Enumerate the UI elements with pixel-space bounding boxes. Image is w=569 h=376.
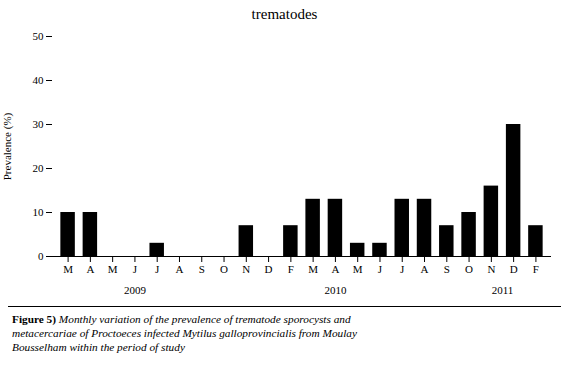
svg-text:A: A (176, 263, 184, 275)
svg-text:O: O (465, 263, 473, 275)
svg-text:M: M (63, 263, 73, 275)
svg-text:A: A (331, 263, 339, 275)
svg-text:D: D (265, 263, 273, 275)
svg-text:20: 20 (33, 162, 45, 174)
svg-text:50: 50 (33, 30, 45, 42)
svg-text:N: N (242, 263, 250, 275)
svg-text:J: J (155, 263, 160, 275)
svg-text:M: M (353, 263, 363, 275)
svg-text:F: F (288, 263, 294, 275)
svg-text:M: M (108, 263, 118, 275)
svg-text:0: 0 (38, 250, 44, 262)
html-text:Figure 5) Monthly variation of: Figure 5) Monthly variation of the preva… (12, 313, 357, 353)
svg-text:F: F (533, 263, 539, 275)
svg-text:O: O (220, 263, 228, 275)
svg-text:J: J (378, 263, 383, 275)
svg-text:S: S (444, 263, 450, 275)
svg-text:2011: 2011 (492, 284, 514, 296)
svg-text:2010: 2010 (324, 284, 347, 296)
svg-text:10: 10 (33, 206, 45, 218)
svg-text:A: A (421, 263, 429, 275)
svg-text:40: 40 (33, 74, 45, 86)
svg-text:M: M (308, 263, 318, 275)
svg-text:30: 30 (33, 118, 45, 130)
svg-text:D: D (510, 263, 518, 275)
svg-text:N: N (487, 263, 495, 275)
html-text:trematodes: trematodes (251, 6, 318, 22)
svg-text:J: J (400, 263, 405, 275)
svg-text:S: S (199, 263, 205, 275)
svg-text:2009: 2009 (124, 284, 147, 296)
svg-text:J: J (133, 263, 138, 275)
svg-text:Prevalence (%): Prevalence (%) (1, 112, 14, 180)
svg-text:A: A (86, 263, 94, 275)
